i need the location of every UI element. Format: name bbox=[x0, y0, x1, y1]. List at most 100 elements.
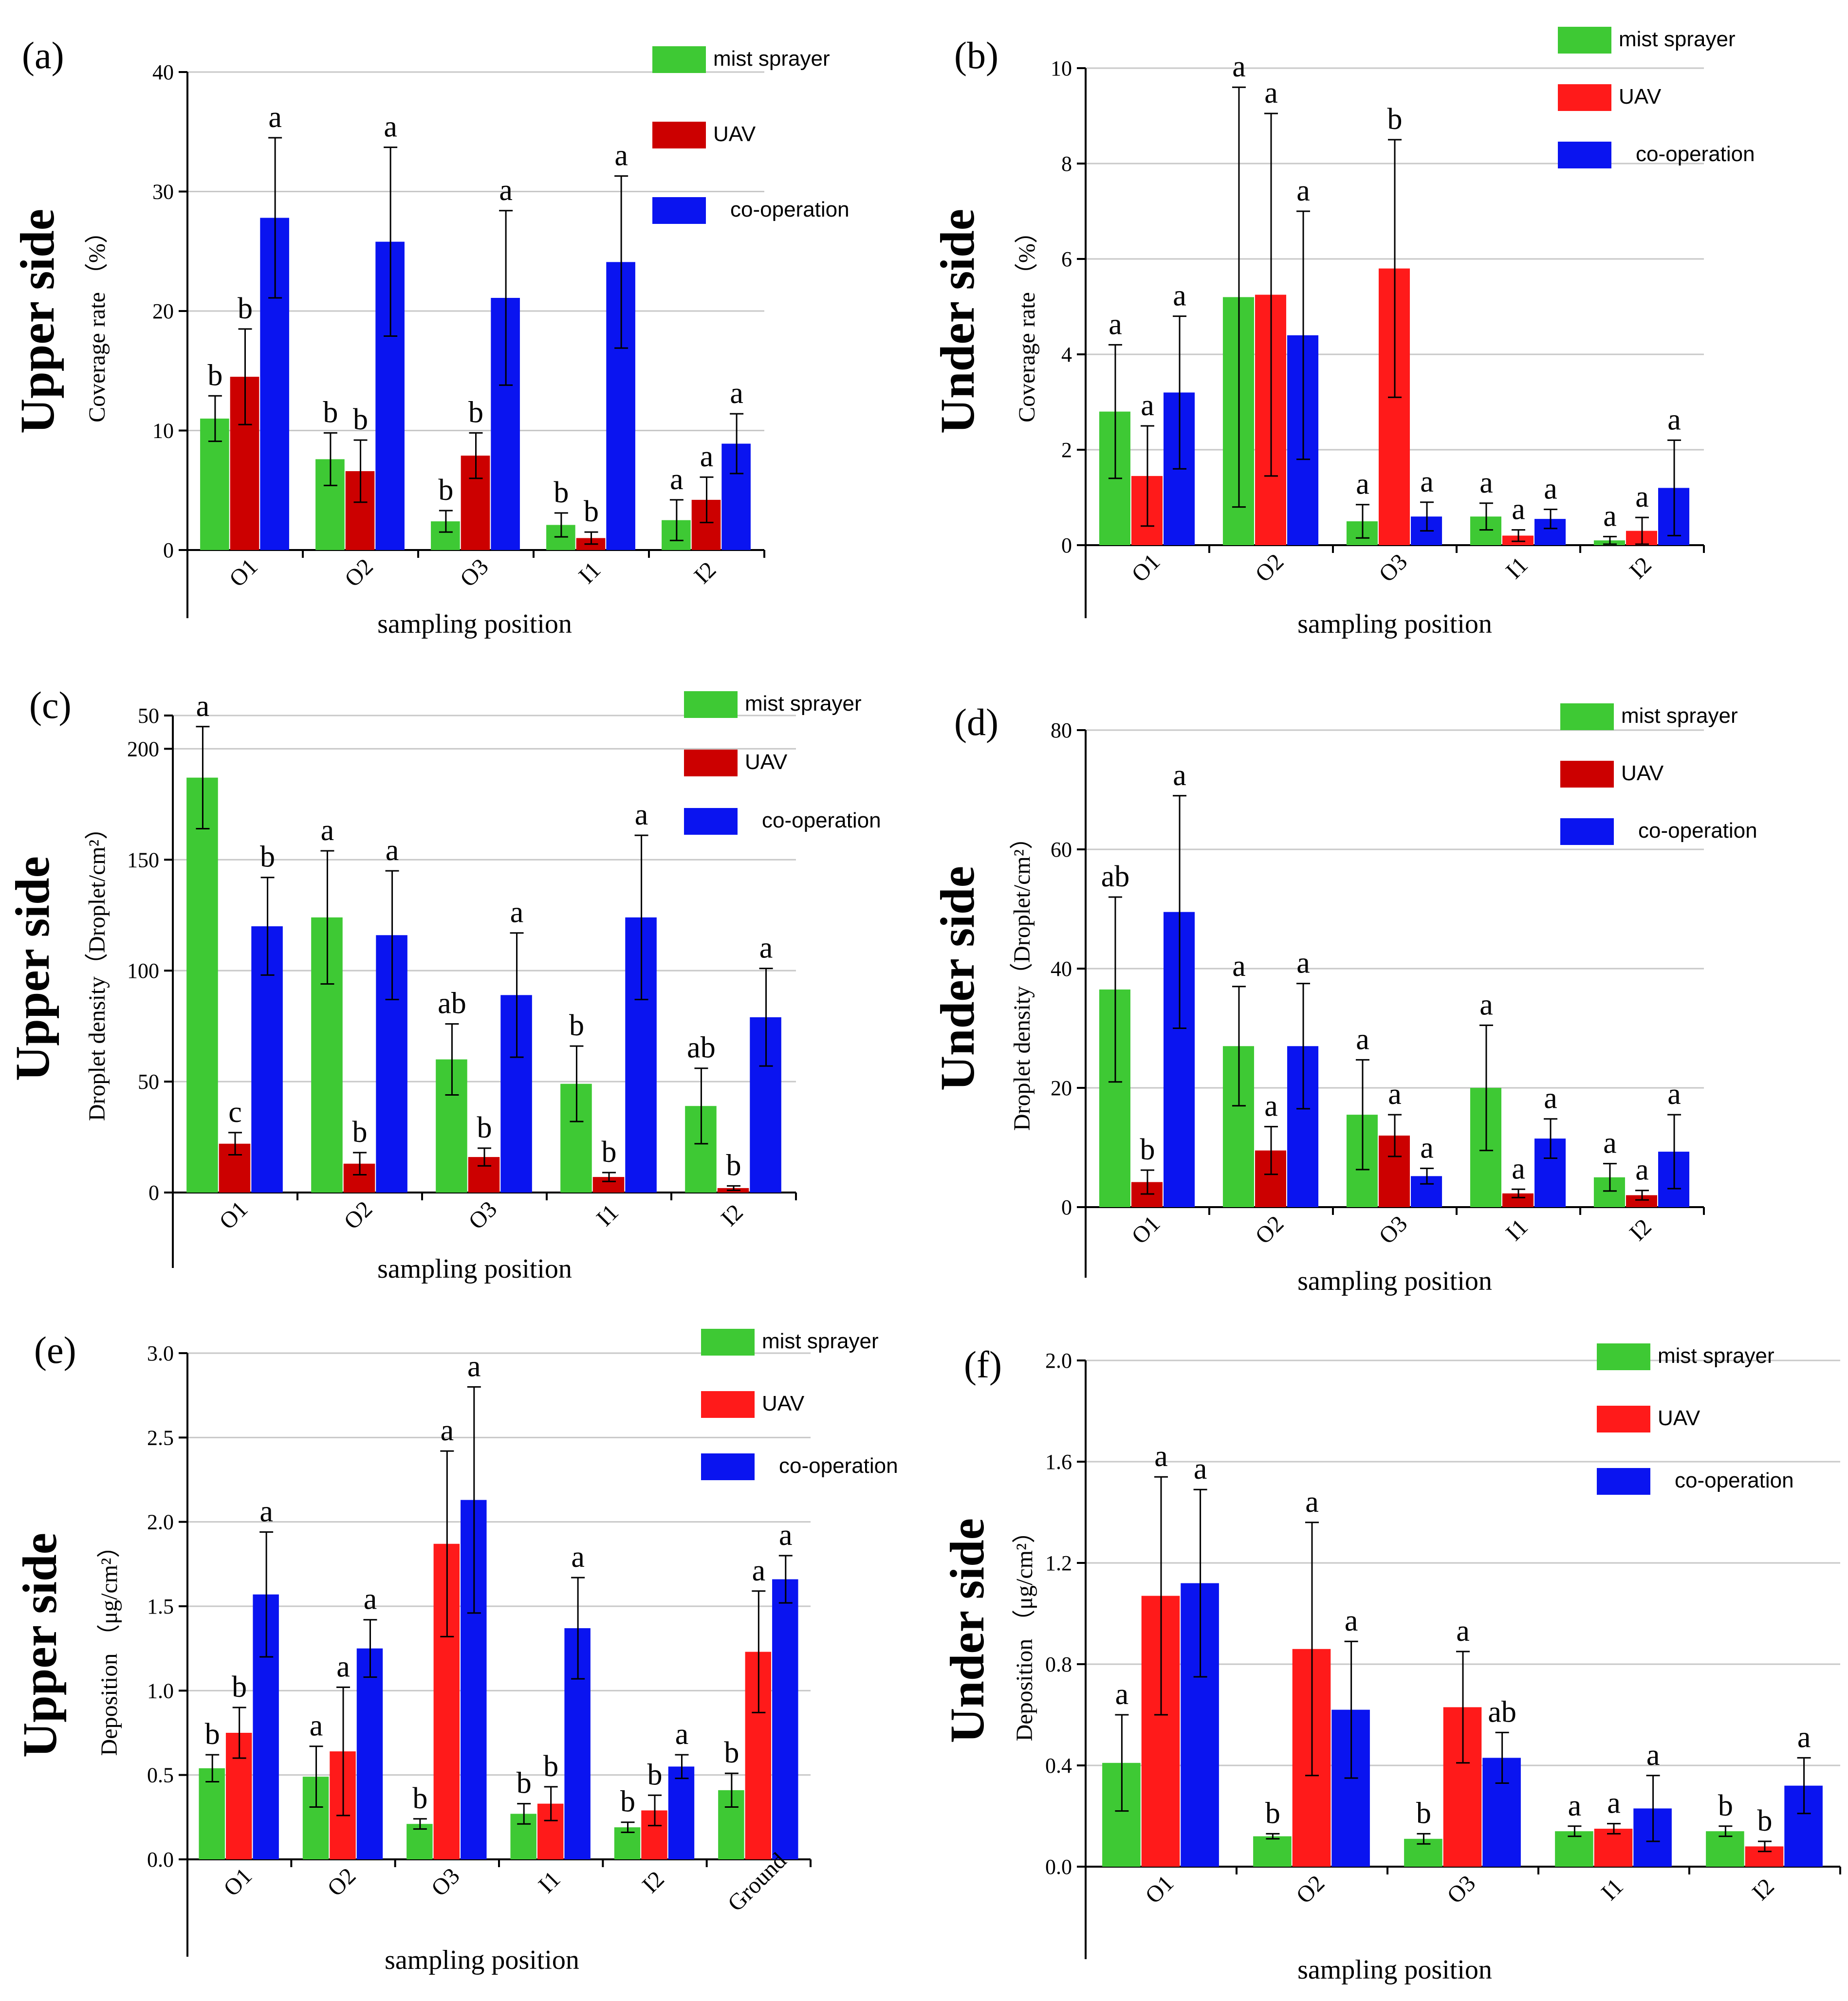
legend-swatch bbox=[652, 46, 706, 73]
y-tick-label: 2 bbox=[1061, 438, 1072, 462]
significance-letter: a bbox=[1420, 465, 1434, 498]
chart-panel-d: 020406080abbaO1aaaO2aaaO3aaaI1aaaI2(d)Un… bbox=[930, 701, 1757, 1296]
significance-letter: a bbox=[321, 814, 334, 847]
significance-letter: a bbox=[1797, 1721, 1811, 1754]
x-category-label: I1 bbox=[1501, 552, 1533, 584]
panel-label: (b) bbox=[954, 34, 998, 76]
significance-letter: b bbox=[602, 1136, 617, 1169]
legend-swatch bbox=[1558, 142, 1611, 168]
significance-letter: b bbox=[724, 1736, 739, 1769]
legend-swatch bbox=[1560, 818, 1614, 845]
bar-f-mist-sprayer-I2 bbox=[1706, 1831, 1744, 1867]
x-category-label: I2 bbox=[637, 1866, 669, 1898]
significance-letter: a bbox=[499, 174, 513, 207]
panel-label: (e) bbox=[34, 1329, 76, 1371]
x-category-label: O3 bbox=[455, 553, 494, 592]
legend-swatch bbox=[1560, 761, 1614, 788]
significance-letter: b bbox=[353, 403, 368, 436]
x-axis-label: sampling position bbox=[377, 609, 572, 639]
y-tick-label: 1.5 bbox=[147, 1595, 174, 1618]
panel-label: (f) bbox=[964, 1343, 1002, 1386]
y-axis-label: Droplet density（Droplet/cm²） bbox=[1009, 826, 1035, 1131]
x-category-label: O3 bbox=[426, 1863, 465, 1901]
y-tick-label: 0 bbox=[148, 1181, 159, 1205]
legend-entry: co-operation bbox=[730, 198, 850, 221]
significance-letter: b bbox=[207, 359, 222, 392]
significance-letter: a bbox=[1512, 1152, 1525, 1185]
x-category-label: O1 bbox=[214, 1196, 253, 1234]
significance-letter: ab bbox=[687, 1031, 716, 1065]
significance-letter: a bbox=[1544, 473, 1557, 506]
x-category-label: O1 bbox=[1127, 1211, 1165, 1249]
significance-letter: a bbox=[384, 110, 397, 144]
y-tick-label: 40 bbox=[152, 60, 174, 84]
y-tick-label: 50 bbox=[138, 704, 159, 728]
significance-letter: a bbox=[700, 440, 714, 473]
legend-swatch bbox=[1597, 1406, 1650, 1432]
significance-letter: a bbox=[1173, 279, 1186, 312]
y-tick-label: 0 bbox=[1061, 1195, 1072, 1219]
legend-entry: UAV bbox=[1658, 1406, 1700, 1430]
significance-letter: a bbox=[759, 932, 773, 965]
legend-entry: co-operation bbox=[1636, 142, 1755, 166]
significance-letter: a bbox=[675, 1718, 689, 1751]
y-tick-label: 80 bbox=[1051, 718, 1072, 742]
significance-letter: b bbox=[352, 1116, 368, 1149]
significance-letter: b bbox=[569, 1009, 584, 1042]
legend-swatch bbox=[1597, 1468, 1650, 1495]
significance-letter: a bbox=[441, 1414, 454, 1447]
significance-letter: b bbox=[438, 474, 453, 507]
panel-label: (a) bbox=[22, 34, 64, 76]
significance-letter: a bbox=[1635, 1154, 1649, 1187]
significance-letter: b bbox=[232, 1671, 247, 1704]
significance-letter: a bbox=[196, 690, 210, 723]
legend-swatch bbox=[652, 197, 706, 224]
significance-letter: a bbox=[1194, 1452, 1207, 1486]
y-tick-label: 4 bbox=[1061, 343, 1072, 367]
legend-swatch bbox=[684, 691, 738, 718]
x-category-label: O3 bbox=[1442, 1870, 1480, 1909]
chart-panel-b: 0246810aaaO1aaaO2abaO3aaaI1aaaI2(b)Under… bbox=[930, 27, 1755, 639]
x-category-label: I1 bbox=[573, 557, 606, 589]
panel-label: (c) bbox=[29, 684, 72, 726]
significance-letter: ab bbox=[1488, 1695, 1516, 1728]
significance-letter: a bbox=[1232, 50, 1246, 83]
y-tick-label: 3.0 bbox=[147, 1341, 174, 1365]
significance-letter: a bbox=[670, 463, 684, 496]
y-tick-label: 0.5 bbox=[147, 1763, 174, 1787]
x-category-label: O1 bbox=[219, 1863, 257, 1901]
x-axis-label: sampling position bbox=[1297, 1955, 1492, 1985]
significance-letter: a bbox=[268, 101, 282, 134]
x-category-label: I2 bbox=[1625, 1214, 1657, 1246]
bar-f-mist-sprayer-I1 bbox=[1555, 1831, 1593, 1867]
significance-letter: b bbox=[584, 495, 599, 528]
legend-swatch bbox=[1597, 1343, 1650, 1370]
legend-entry: co-operation bbox=[1675, 1469, 1794, 1492]
y-tick-label: 1.0 bbox=[147, 1679, 174, 1703]
significance-letter: a bbox=[1109, 308, 1122, 341]
bar-e-co-operation-Ground bbox=[772, 1579, 798, 1859]
significance-letter: a bbox=[1456, 1615, 1470, 1648]
x-category-label: I2 bbox=[716, 1199, 748, 1231]
significance-letter: a bbox=[1141, 389, 1154, 422]
y-tick-label: 1.2 bbox=[1045, 1551, 1072, 1575]
significance-letter: a bbox=[1356, 1023, 1369, 1056]
significance-letter: a bbox=[1607, 1787, 1621, 1820]
significance-letter: a bbox=[1154, 1440, 1168, 1473]
significance-letter: a bbox=[1512, 493, 1525, 526]
significance-letter: a bbox=[386, 834, 399, 867]
significance-letter: b bbox=[1140, 1133, 1155, 1166]
x-category-label: I1 bbox=[1501, 1214, 1533, 1246]
y-tick-label: 10 bbox=[152, 419, 174, 443]
side-title: Upper side bbox=[13, 1533, 67, 1758]
y-tick-label: 2.5 bbox=[147, 1426, 174, 1450]
legend-swatch bbox=[701, 1391, 755, 1418]
significance-letter: b bbox=[554, 476, 569, 509]
significance-letter: a bbox=[1544, 1082, 1557, 1115]
significance-letter: a bbox=[1420, 1131, 1434, 1164]
y-tick-label: 30 bbox=[152, 180, 174, 204]
x-category-label: O3 bbox=[1374, 1211, 1412, 1249]
legend-swatch bbox=[1558, 27, 1611, 54]
